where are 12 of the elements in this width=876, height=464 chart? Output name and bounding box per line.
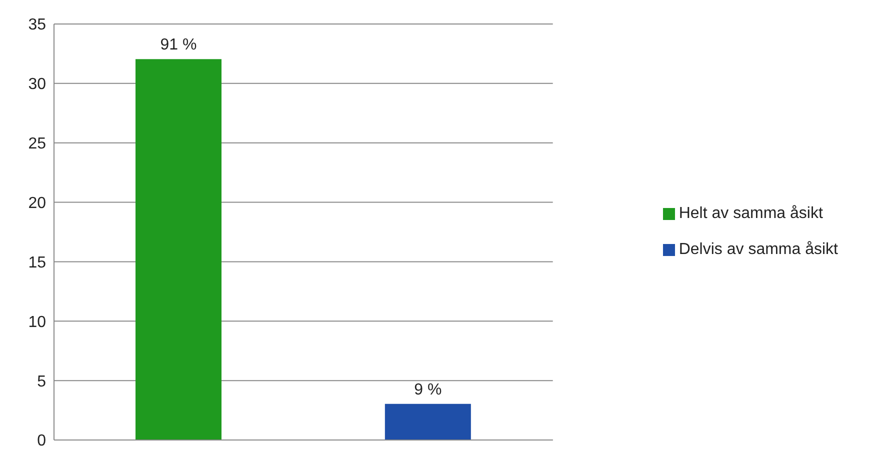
annotation: 9 % — [414, 381, 442, 398]
y-tick-label: 15 — [28, 254, 46, 272]
y-tick-label: 30 — [28, 76, 46, 94]
y-tick-label: 0 — [37, 432, 46, 450]
legend-label: Delvis av samma åsikt — [678, 241, 838, 258]
y-tick-label: 5 — [37, 373, 46, 390]
y-tick-label: 10 — [28, 314, 46, 331]
y-tick-label: 25 — [28, 136, 46, 153]
y-tick-label: 35 — [28, 16, 46, 34]
y-tick-label: 20 — [28, 194, 46, 212]
annotation: 91 % — [160, 36, 197, 54]
legend-label: Helt av samma åsikt — [678, 205, 823, 222]
